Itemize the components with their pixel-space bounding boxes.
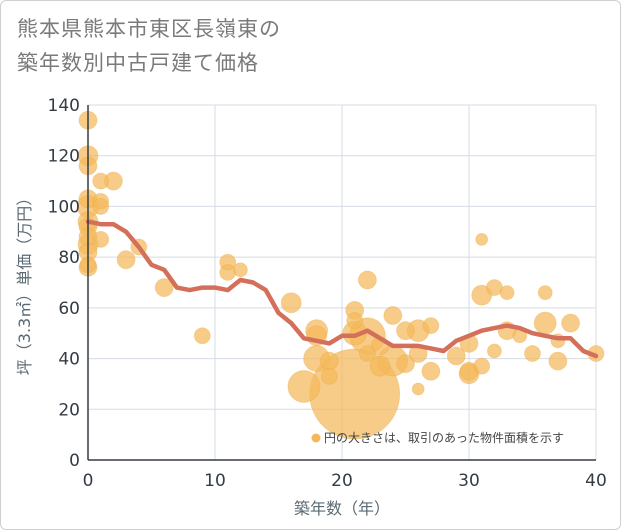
data-point	[280, 292, 302, 314]
x-axis-label: 築年数（年）	[294, 499, 390, 518]
y-tick-label: 0	[69, 451, 80, 471]
data-point	[422, 317, 440, 335]
y-tick-label: 80	[58, 248, 80, 268]
data-point	[533, 311, 557, 335]
bubble-layer	[76, 110, 605, 440]
y-tick-label: 40	[58, 350, 80, 370]
y-tick-label: 60	[58, 299, 80, 319]
data-point	[537, 285, 553, 301]
x-tick-label: 20	[331, 471, 353, 491]
size-note: 円の大きさは、取引のあった物件面積を示す	[324, 430, 564, 445]
data-point	[446, 346, 466, 366]
trend-line	[85, 219, 599, 359]
data-point	[358, 345, 376, 362]
data-point	[154, 278, 174, 297]
y-tick-label: 20	[58, 400, 80, 420]
data-point	[561, 313, 580, 333]
legend-bubble-icon	[311, 433, 321, 443]
data-point	[287, 370, 321, 403]
x-tick-label: 40	[585, 471, 607, 491]
data-point	[475, 232, 489, 246]
data-point	[411, 382, 425, 396]
data-point	[396, 321, 415, 341]
y-tick-label: 120	[48, 147, 80, 167]
data-point	[548, 351, 568, 371]
y-tick-label: 100	[48, 197, 80, 217]
data-point	[383, 306, 403, 325]
data-point	[232, 262, 248, 278]
data-point	[369, 355, 391, 377]
data-point	[486, 343, 502, 359]
data-point	[92, 230, 110, 248]
data-point	[346, 312, 364, 329]
title-line-2: 築年数別中古戸建て価格	[17, 51, 259, 75]
data-point	[396, 354, 415, 374]
data-point	[499, 285, 515, 301]
x-tick-label: 10	[204, 471, 226, 491]
data-point	[92, 172, 110, 190]
title-line-1: 熊本県熊本市東区長嶺東の	[17, 17, 281, 41]
data-point	[116, 250, 136, 270]
data-point	[357, 270, 377, 290]
axes	[87, 105, 596, 461]
data-point	[421, 361, 441, 381]
data-point	[92, 198, 110, 215]
data-point	[219, 263, 237, 281]
data-point	[320, 367, 338, 385]
tick-labels: 0 10 20 30 40 0 20 40 60 80 100 120 140	[48, 96, 607, 491]
data-point	[524, 345, 541, 362]
data-point	[471, 284, 493, 306]
chart-title: 熊本県熊本市東区長嶺東の 築年数別中古戸建て価格	[17, 12, 281, 80]
data-point	[193, 327, 211, 345]
grid-lines	[88, 104, 597, 460]
y-axis-label: 坪（3.3㎡）単価（万円）	[15, 190, 34, 375]
data-point	[319, 351, 339, 371]
data-point	[473, 357, 491, 375]
y-tick-label: 140	[48, 96, 80, 116]
x-tick-label: 0	[83, 471, 94, 491]
x-tick-label: 30	[458, 471, 480, 491]
